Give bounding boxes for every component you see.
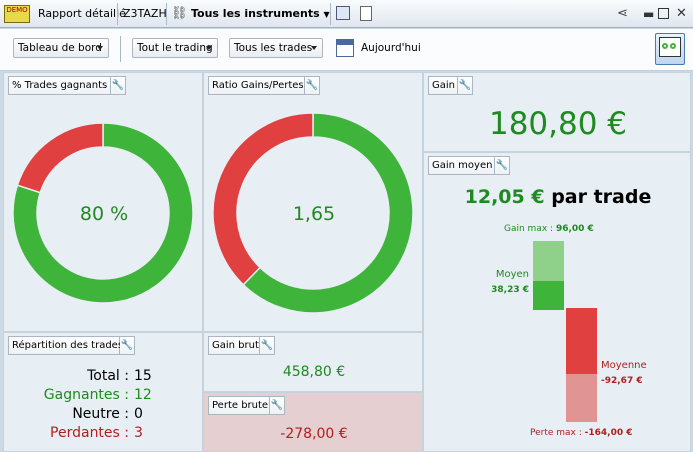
win-pct-title: % Trades gagnants bbox=[8, 76, 111, 95]
win-pct-donut bbox=[12, 122, 194, 304]
repartition-list: Total : 15 Gagnantes : 12 Neutre : 0 Perdan… bbox=[4, 367, 204, 443]
dashboard-dropdown[interactable]: Tableau de bord bbox=[13, 38, 109, 58]
neutral-value: 0 bbox=[134, 406, 143, 422]
wrench-icon[interactable]: 🔧 bbox=[270, 396, 285, 415]
neutral-label: Neutre : bbox=[72, 406, 129, 422]
wrench-icon[interactable]: 🔧 bbox=[111, 76, 126, 95]
wrench-icon[interactable]: 🔧 bbox=[495, 156, 510, 175]
wrench-icon[interactable]: 🔧 bbox=[305, 76, 320, 95]
avg-gain-panel: Gain moyen 🔧 12,05 € par trade Gain max … bbox=[423, 152, 691, 452]
win-label: Gagnantes : bbox=[43, 387, 129, 403]
instruments-dropdown[interactable]: Tous les instruments ▼ bbox=[191, 0, 330, 28]
gain-max-label: Gain max : bbox=[504, 224, 554, 234]
repartition-title: Répartition des trades bbox=[8, 336, 123, 355]
avg-gain-value: 12,05 € bbox=[464, 186, 545, 208]
loss-label: Perdantes : bbox=[50, 425, 129, 441]
loss-value: 3 bbox=[134, 425, 143, 441]
gain-panel: Gain 🔧 180,80 € bbox=[423, 72, 691, 152]
win-pct-value: 80 % bbox=[79, 203, 129, 225]
avg-loss-bar bbox=[566, 308, 597, 374]
chart-window-icon[interactable] bbox=[336, 6, 350, 20]
settings-dashboard-icon[interactable] bbox=[655, 33, 685, 65]
avg-gain-title: Gain moyen bbox=[428, 156, 495, 175]
loss-row: Perdantes : 3 bbox=[4, 424, 204, 443]
ratio-donut bbox=[212, 113, 414, 314]
report-tab-label: Rapport détaillé bbox=[38, 7, 126, 20]
max-gain-bar bbox=[533, 241, 564, 281]
ratio-title: Ratio Gains/Pertes bbox=[208, 76, 305, 95]
total-row: Total : 15 bbox=[4, 367, 204, 386]
chevron-down-icon: ▼ bbox=[323, 10, 330, 19]
gross-gain-panel: Gain brut 🔧 458,80 € bbox=[203, 332, 423, 392]
minimize-icon[interactable]: ▬ bbox=[643, 7, 655, 21]
avg-gain-suffix: par trade bbox=[551, 186, 652, 208]
share-icon[interactable]: ⋖ bbox=[617, 6, 628, 21]
gross-loss-value: -278,00 € bbox=[280, 426, 348, 442]
gross-gain-value: 458,80 € bbox=[282, 364, 346, 380]
perte-max-line: Perte max : -164,00 € bbox=[530, 428, 633, 438]
gross-loss-panel: Perte brute 🔧 -278,00 € bbox=[203, 392, 423, 452]
report-tab[interactable]: Rapport détaillé bbox=[38, 0, 126, 28]
moyenne-value: -92,67 € bbox=[601, 376, 643, 386]
perte-max-value: -164,00 € bbox=[584, 428, 633, 438]
avg-gain-line: 12,05 € par trade bbox=[424, 186, 692, 208]
gross-gain-title: Gain brut bbox=[208, 336, 260, 355]
toolbar: Tableau de bord Tout le trading Tous les… bbox=[0, 29, 693, 71]
demo-logo: DEMO bbox=[4, 5, 30, 23]
neutral-row: Neutre : 0 bbox=[4, 405, 204, 424]
title-bar: DEMO Rapport détaillé Z3TAZH ⛓ Tous les … bbox=[0, 0, 693, 28]
trades-dropdown[interactable]: Tous les trades bbox=[229, 38, 323, 58]
copy-icon[interactable] bbox=[360, 6, 372, 21]
avg-gain-bar bbox=[533, 281, 564, 310]
perte-max-label: Perte max : bbox=[530, 428, 582, 438]
date-label[interactable]: Aujourd'hui bbox=[361, 42, 421, 54]
gross-loss-title: Perte brute bbox=[208, 396, 270, 415]
max-loss-bar bbox=[566, 374, 597, 422]
trades-label: Tous les trades bbox=[234, 42, 313, 54]
dashboard-label: Tableau de bord bbox=[18, 42, 102, 54]
demo-label: DEMO bbox=[6, 6, 28, 14]
moyen-value: 38,23 € bbox=[491, 285, 529, 295]
ratio-panel: Ratio Gains/Pertes 🔧 1,65 bbox=[203, 72, 423, 332]
trading-label: Tout le trading bbox=[137, 42, 213, 54]
gain-max-line: Gain max : 96,00 € bbox=[504, 224, 594, 234]
trading-dropdown[interactable]: Tout le trading bbox=[132, 38, 218, 58]
link-icon[interactable]: ⛓ bbox=[171, 6, 188, 21]
donut-slice-pertes bbox=[212, 113, 314, 286]
instruments-label: Tous les instruments bbox=[191, 7, 320, 20]
total-label: Total : bbox=[87, 368, 129, 384]
donut-slice-gagnants bbox=[12, 122, 194, 304]
moyenne-label: Moyenne bbox=[601, 360, 647, 371]
wrench-icon[interactable]: 🔧 bbox=[260, 336, 275, 355]
close-icon[interactable]: ✕ bbox=[676, 6, 687, 21]
wrench-icon[interactable]: 🔧 bbox=[120, 336, 135, 355]
maximize-icon[interactable] bbox=[658, 8, 669, 19]
moyen-label: Moyen bbox=[495, 269, 529, 280]
account-id[interactable]: Z3TAZH bbox=[123, 0, 167, 28]
repartition-panel: Répartition des trades 🔧 Total : 15 Gagna… bbox=[3, 332, 203, 452]
wrench-icon[interactable]: 🔧 bbox=[458, 76, 473, 95]
calendar-icon[interactable] bbox=[336, 39, 354, 57]
donut-slice-perdants bbox=[16, 122, 104, 194]
total-value: 15 bbox=[134, 368, 152, 384]
win-value: 12 bbox=[134, 387, 152, 403]
account-label: Z3TAZH bbox=[123, 7, 167, 20]
ratio-value: 1,65 bbox=[292, 203, 336, 225]
gain-max-value: 96,00 € bbox=[555, 224, 594, 234]
gain-title: Gain bbox=[428, 76, 458, 95]
win-pct-panel: % Trades gagnants 🔧 80 % bbox=[3, 72, 203, 332]
donut-slice-gains bbox=[242, 113, 414, 314]
win-row: Gagnantes : 12 bbox=[4, 386, 204, 405]
gain-value: 180,80 € bbox=[488, 106, 628, 142]
